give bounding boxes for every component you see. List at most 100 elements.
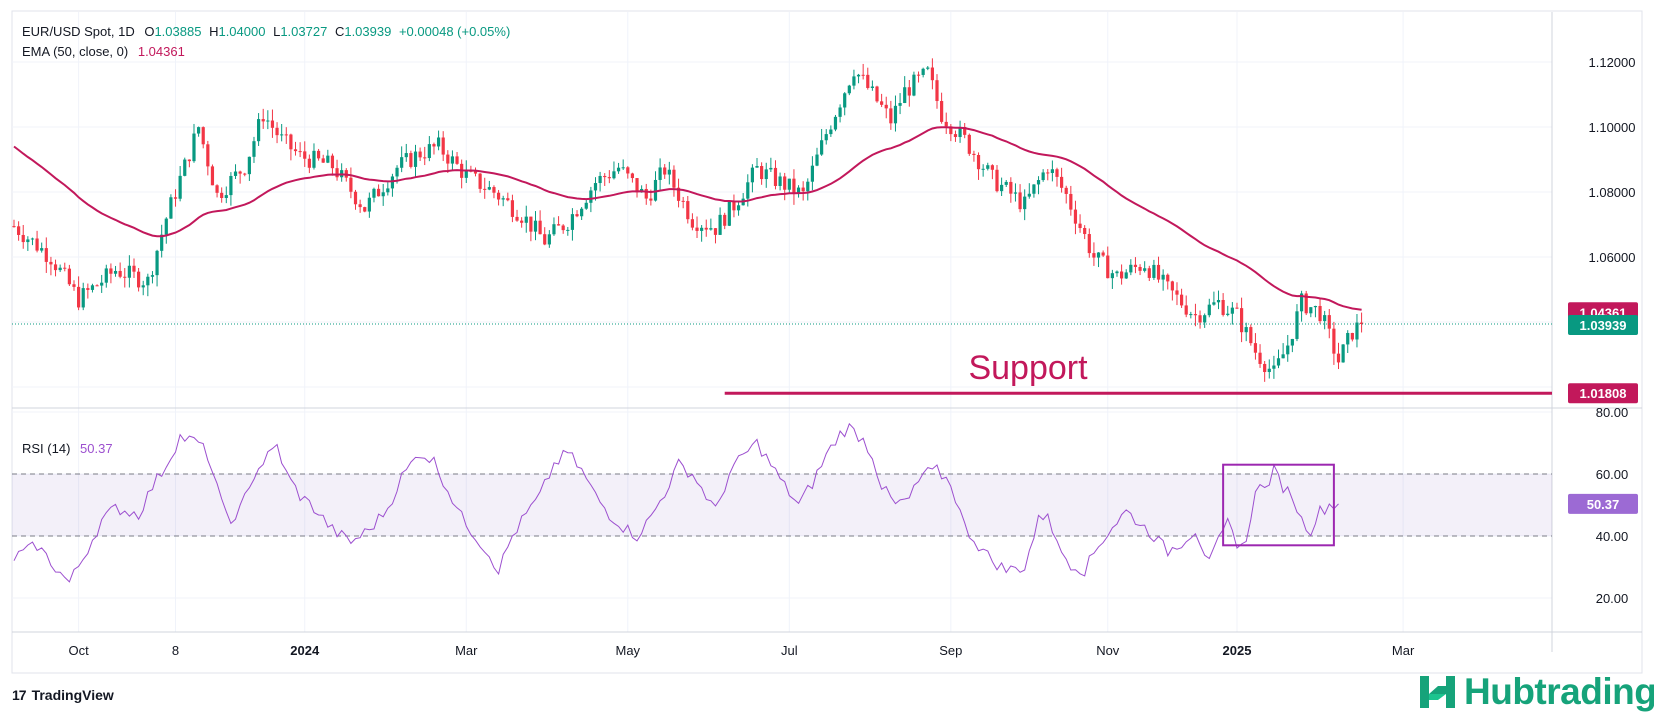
candle-body	[506, 198, 510, 201]
candle-body	[316, 150, 321, 159]
candle-body	[307, 158, 311, 168]
rsi-tick-label: 60.00	[1596, 467, 1629, 482]
candle-body	[35, 238, 39, 251]
candle-body	[824, 134, 828, 141]
candle-body	[773, 167, 778, 186]
candle-body	[1286, 345, 1290, 355]
candle-body	[1120, 271, 1124, 279]
candle-body	[543, 234, 547, 245]
candle-body	[755, 166, 759, 168]
candle-body	[1101, 252, 1105, 256]
candle-body	[413, 151, 418, 167]
ema-series	[13, 126, 1362, 311]
candle-body	[390, 176, 395, 189]
candle-body	[183, 159, 187, 176]
rsi-band-fill	[12, 474, 1552, 536]
candle-body	[210, 166, 215, 186]
candle-body	[1323, 315, 1327, 322]
candle-body	[1166, 274, 1170, 282]
tradingview-logo[interactable]: 17 TradingView	[12, 687, 114, 703]
candle-body	[1207, 304, 1211, 316]
candle-body	[1203, 315, 1207, 323]
candle-body	[880, 101, 884, 105]
candle-body	[676, 187, 681, 201]
candle-body	[1027, 193, 1031, 197]
candle-body	[889, 108, 893, 124]
close-label: C	[334, 24, 345, 39]
candle-body	[649, 198, 653, 201]
candle-body	[686, 201, 690, 220]
candle-body	[884, 104, 888, 109]
candle-body	[1332, 328, 1336, 354]
candle-body	[815, 154, 819, 166]
candle-body	[529, 216, 533, 232]
last-price-tag: 1.03939	[1580, 318, 1627, 333]
candle-body	[1124, 272, 1128, 279]
candle-body	[1253, 343, 1258, 353]
candle-body	[247, 156, 251, 175]
candle-body	[372, 188, 376, 198]
candle-body	[137, 271, 141, 288]
candle-body	[1143, 268, 1147, 271]
price-tick-label: 1.06000	[1589, 250, 1636, 265]
candle-body	[1295, 311, 1299, 339]
candle-body	[1179, 294, 1184, 306]
candle-body	[496, 192, 501, 200]
candle-body	[603, 175, 607, 178]
candle-body	[981, 168, 985, 170]
candle-body	[764, 169, 768, 180]
candle-body	[833, 116, 838, 130]
candle-body	[127, 265, 131, 278]
candle-body	[930, 67, 934, 81]
candle-body	[976, 154, 981, 170]
candle-body	[1327, 315, 1331, 329]
candle-body	[621, 167, 625, 169]
candle-body	[580, 208, 584, 217]
candle-body	[1184, 305, 1188, 315]
candle-body	[266, 120, 270, 122]
candle-body	[907, 87, 911, 96]
chart-frame	[11, 10, 1643, 674]
ema-legend-label: EMA (50, close, 0)	[22, 44, 129, 59]
candle-body	[104, 268, 108, 283]
candle-body	[1276, 358, 1281, 366]
candle-body	[49, 261, 53, 265]
candle-body	[1263, 363, 1267, 373]
change-value: +0.00048 (+0.05%)	[398, 24, 511, 39]
rsi-legend-value: 50.37	[80, 441, 113, 456]
candle-body	[289, 134, 293, 150]
rsi-band	[12, 473, 1552, 537]
candle-body	[423, 157, 427, 159]
candle-body	[1336, 353, 1341, 363]
candle-body	[432, 144, 436, 147]
ema-legend: EMA (50, close, 0) 1.04361	[22, 44, 185, 59]
tradingview-icon: 17	[12, 687, 27, 703]
candle-body	[635, 178, 639, 193]
rsi-legend: RSI (14) 50.37	[22, 441, 113, 456]
ema-legend-value: 1.04361	[137, 44, 185, 59]
candle-body	[695, 227, 699, 231]
candle-body	[1073, 209, 1078, 224]
time-tick-label: May	[616, 643, 641, 658]
candle-body	[187, 159, 191, 162]
candle-body	[1152, 264, 1156, 278]
candle-body	[672, 169, 676, 188]
candle-body	[1060, 176, 1064, 188]
candle-body	[381, 192, 385, 197]
candle-body	[150, 275, 155, 277]
candle-body	[1041, 172, 1045, 181]
candle-body	[1092, 253, 1096, 258]
candle-body	[280, 134, 284, 136]
candle-body	[252, 141, 256, 157]
price-tick-label: 1.12000	[1589, 55, 1636, 70]
low-label: L	[273, 24, 281, 39]
candle-body	[746, 182, 750, 199]
candle-body	[1083, 228, 1087, 235]
candle-body	[972, 153, 976, 155]
candle-body	[912, 74, 916, 96]
candle-body	[949, 126, 953, 135]
candle-body	[593, 183, 598, 191]
candle-body	[769, 167, 773, 170]
candle-body	[515, 216, 519, 221]
candle-body	[1221, 299, 1225, 315]
